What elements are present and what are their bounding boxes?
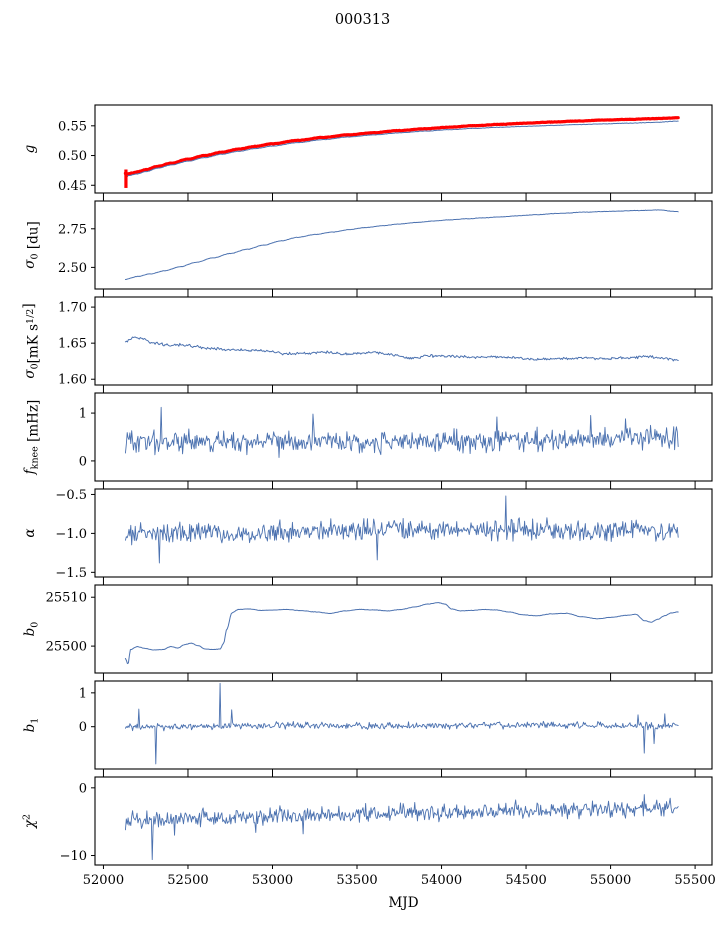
- y-tick-label: 25510: [46, 591, 87, 606]
- panel-model: 0.45 0.50 0.55 g: [22, 104, 713, 197]
- y-tick-label: 1: [79, 407, 87, 422]
- svg-text:fknee [mHz]: fknee [mHz]: [22, 400, 42, 476]
- panel-frame: [94, 104, 713, 194]
- panel-frame: [94, 680, 713, 770]
- panel-b0: 25500 25510 b0: [22, 581, 713, 677]
- y-tick-label: 2.50: [58, 261, 87, 276]
- y-tick-label: 0: [79, 454, 87, 469]
- panel-frame: [94, 200, 713, 290]
- x-tick-label: 53000: [252, 873, 293, 888]
- y-tick-label: 1.70: [58, 301, 87, 316]
- figure-title: 000313: [335, 12, 390, 28]
- panel-frame: [94, 776, 713, 866]
- series-alpha: [124, 495, 679, 564]
- y-tick-label: 0: [79, 781, 87, 796]
- svg-text:χ2: χ2: [22, 814, 39, 829]
- y-axis-label: g: [22, 144, 38, 153]
- y-axis-label: fknee [mHz]: [22, 400, 42, 476]
- y-tick-label: 0: [79, 720, 87, 735]
- y-tick-label: 0.45: [58, 179, 87, 194]
- y-tick-label: 1.65: [58, 337, 87, 352]
- x-tick-label: 53500: [336, 873, 377, 888]
- panel-frame: [94, 392, 713, 482]
- y-axis-label: χ2: [22, 814, 39, 829]
- series-b0: [124, 602, 679, 665]
- svg-text:g: g: [22, 144, 38, 153]
- panel-frame: [94, 584, 713, 674]
- panel-chi2: 0 −10 52000 52500 53000 53500 54000 54500 55000 5…: [22, 773, 716, 888]
- x-axis-label: MJD: [388, 895, 418, 911]
- x-tick-label: 54500: [505, 873, 546, 888]
- y-tick-label: −0.5: [55, 488, 87, 503]
- x-tick-label: 55000: [590, 873, 631, 888]
- svg-text:α: α: [22, 528, 38, 537]
- y-axis-label: b1: [22, 718, 41, 733]
- panel-sigma0_mK: 1.60 1.65 1.70 σ0[mK s1/2]: [21, 293, 713, 389]
- y-axis-label: σ0 [du]: [22, 221, 42, 268]
- y-axis-label: b0: [22, 622, 41, 637]
- series-sigma0_mK: [124, 336, 679, 362]
- y-tick-label: 0.55: [58, 119, 87, 134]
- series-data: [124, 120, 679, 177]
- panel-sigma0_du: 2.50 2.75 σ0 [du]: [22, 197, 713, 293]
- panel-f_knee: 0 1 fknee [mHz]: [22, 389, 713, 485]
- y-axis-label: σ0[mK s1/2]: [21, 303, 42, 378]
- y-tick-label: −10: [60, 849, 87, 864]
- y-tick-label: 2.75: [58, 222, 87, 237]
- y-tick-label: 0.50: [58, 149, 87, 164]
- panel-frame: [94, 296, 713, 386]
- x-tick-label: 52000: [83, 873, 124, 888]
- y-tick-label: −1.0: [55, 527, 87, 542]
- panel-alpha: −0.5 −1.0 −1.5 α: [22, 485, 713, 581]
- series-model: [123, 116, 680, 178]
- x-tick-label: 52500: [167, 873, 208, 888]
- y-tick-label: 1.60: [58, 373, 87, 388]
- y-tick-label: 1: [79, 686, 87, 701]
- svg-text:b0: b0: [22, 622, 41, 637]
- panel-b1: 0 1 b1: [22, 677, 713, 773]
- series-f_knee: [124, 406, 679, 458]
- svg-text:b1: b1: [22, 718, 41, 733]
- svg-text:σ0 [du]: σ0 [du]: [22, 221, 42, 268]
- series-sigma0_du: [124, 209, 679, 280]
- series-b1: [124, 682, 679, 765]
- y-tick-label: 25500: [46, 640, 87, 655]
- series-chi2: [124, 794, 679, 861]
- x-tick-label: 55500: [674, 873, 715, 888]
- y-tick-label: −1.5: [55, 566, 87, 581]
- x-tick-label: 54000: [421, 873, 462, 888]
- y-axis-label: α: [22, 528, 38, 537]
- svg-text:σ0[mK s1/2]: σ0[mK s1/2]: [21, 303, 42, 378]
